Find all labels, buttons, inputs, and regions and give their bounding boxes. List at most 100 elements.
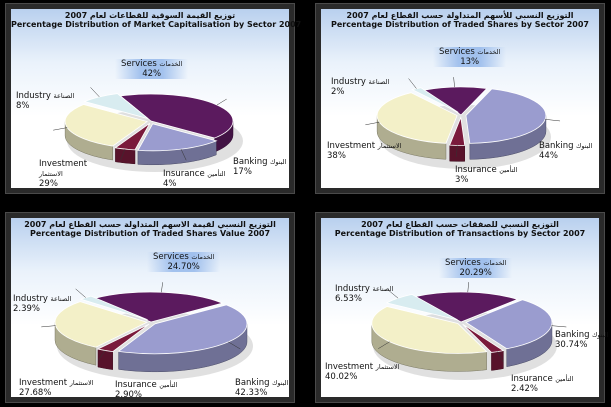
chart-title-ar: التوزيع النسبي للأسهم المتداولة حسب القط… xyxy=(346,11,574,20)
chart-title-ar: التوزيع النسبي للصفقات حسب القطاع لعام 2… xyxy=(361,220,559,229)
series-name-ar: الاستثمار xyxy=(375,363,400,371)
series-name: Insurance xyxy=(115,380,157,390)
series-name-ar: الخدمات xyxy=(191,253,215,261)
pie-slice-investment xyxy=(54,301,149,348)
pie-chart-traded-shares xyxy=(365,77,561,169)
chart-panel-traded-shares: التوزيع النسبي للأسهم المتداولة حسب القط… xyxy=(315,3,605,194)
leader-line-insurance xyxy=(456,145,458,157)
leader-line-banking xyxy=(545,119,561,122)
leader-line-investment xyxy=(53,127,68,131)
series-name-ar: الصناعة xyxy=(53,92,75,100)
label-industry: Industry الصناعة 2.39% xyxy=(13,294,71,314)
series-name: Services xyxy=(121,59,157,69)
pie-slice-banking xyxy=(117,304,248,355)
series-percent: 38% xyxy=(327,151,346,161)
label-banking: Banking البنوك 30.74% xyxy=(555,330,608,350)
series-percent: 2.42% xyxy=(511,384,539,394)
series-name-ar: الخدمات xyxy=(483,259,507,267)
series-name-ar: الاستثمار xyxy=(377,142,402,150)
series-name-ar: الاستثمار xyxy=(69,379,94,387)
leader-line-investment xyxy=(365,121,380,126)
chart-panel-market-cap: توزيع القيمة السوقية للقطاعات لعام 2007 … xyxy=(5,3,301,194)
leader-line-investment xyxy=(378,341,390,349)
series-name-ar: التأمين xyxy=(555,375,574,383)
series-name: Insurance xyxy=(511,374,553,384)
leader-line-services xyxy=(161,282,163,293)
series-name: Investment xyxy=(327,141,376,151)
pie-slice-banking xyxy=(465,88,547,144)
pie-slice-side-insurance xyxy=(491,350,504,371)
label-investment: Investment الاستثمار 38% xyxy=(327,141,401,161)
leader-line-insurance xyxy=(120,148,126,161)
label-insurance: Insurance التأمين 4% xyxy=(163,169,225,189)
pie-chart-transactions xyxy=(371,282,567,380)
chart-panel-traded-value: التوزيع النسبي لقيمة الاسهم المتداولة حس… xyxy=(5,212,295,403)
series-name: Industry xyxy=(331,77,366,87)
series-percent: 2.90% xyxy=(115,390,143,400)
leader-line-banking xyxy=(180,149,187,161)
leader-line-services xyxy=(467,282,469,293)
pie-chart-traded-value xyxy=(41,282,253,380)
pie-slice-industry xyxy=(411,87,459,113)
series-name: Services xyxy=(445,258,481,268)
leader-line-industry xyxy=(75,288,86,298)
series-percent: 42.33% xyxy=(235,388,268,398)
chart-title: Percentage Distribution of Traded Shares… xyxy=(331,20,589,29)
series-name-ar: الصناعة xyxy=(372,285,394,293)
pie-slice-industry xyxy=(79,295,148,321)
chart-panel-transactions: التوزيع النسبي للصفقات حسب القطاع لعام 2… xyxy=(315,212,608,403)
series-percent: 2.39% xyxy=(13,304,41,314)
label-banking: Banking البنوك 17% xyxy=(233,157,286,177)
series-name: Services xyxy=(439,47,475,57)
series-percent: 29% xyxy=(39,179,58,189)
chart-title-ar: التوزيع النسبي لقيمة الاسهم المتداولة حس… xyxy=(24,220,276,229)
series-percent: 3% xyxy=(455,175,469,185)
label-banking: Banking البنوك 44% xyxy=(539,141,592,161)
series-name: Insurance xyxy=(163,169,205,179)
series-name-ar: الخدمات xyxy=(477,48,501,56)
label-services: Services الخدمات 20.29% xyxy=(439,258,513,278)
series-name-ar: التأمين xyxy=(207,170,226,178)
chart-title: Percentage Distribution of Transactions … xyxy=(334,229,586,238)
pie-slice-side-insurance xyxy=(115,147,136,165)
label-industry: Industry الصناعة 8% xyxy=(16,91,74,111)
pie-slice-services xyxy=(414,291,519,323)
pie-slice-insurance xyxy=(96,323,150,353)
series-name-ar: التأمين xyxy=(159,381,178,389)
leader-line-industry xyxy=(90,87,100,98)
series-percent: 42% xyxy=(142,69,162,79)
series-percent: 44% xyxy=(539,151,558,161)
series-name: Banking xyxy=(235,378,270,388)
label-investment: Investment الاستثمار 29% xyxy=(39,159,87,189)
series-name-ar: الصناعة xyxy=(50,295,72,303)
series-name: Banking xyxy=(555,330,590,340)
leader-line-insurance xyxy=(497,351,504,363)
pie-slice-insurance xyxy=(449,115,466,146)
series-percent: 27.68% xyxy=(19,388,52,398)
series-name-ar: البنوك xyxy=(270,158,287,166)
leader-line-industry xyxy=(387,289,399,299)
leader-line-services xyxy=(453,77,455,88)
series-name-ar: البنوك xyxy=(576,142,593,150)
series-name: Investment xyxy=(325,362,374,372)
series-name-ar: البنوك xyxy=(592,331,609,339)
series-percent: 40.02% xyxy=(325,372,358,382)
label-investment: Investment الاستثمار 40.02% xyxy=(325,362,399,382)
series-percent: 8% xyxy=(16,101,30,111)
series-percent: 24.70% xyxy=(167,262,200,272)
label-investment: Investment الاستثمار 27.68% xyxy=(19,378,93,398)
leader-line-services xyxy=(216,98,227,106)
series-name: Insurance xyxy=(455,165,497,175)
label-insurance: Insurance التأمين 2.90% xyxy=(115,380,177,400)
series-percent: 2% xyxy=(331,87,345,97)
series-name: Investment xyxy=(19,378,68,388)
series-name: Industry xyxy=(13,294,48,304)
label-services: Services الخدمات 24.70% xyxy=(147,252,221,272)
leader-line-insurance xyxy=(98,350,106,361)
series-name-ar: الاستثمار xyxy=(39,170,63,178)
leader-line-investment xyxy=(41,325,56,328)
chart-title: Percentage Distribution of Traded Shares… xyxy=(29,229,271,238)
series-percent: 20.29% xyxy=(459,268,492,278)
pie-slice-services xyxy=(119,93,234,139)
pie-chart-market-cap xyxy=(53,87,243,172)
